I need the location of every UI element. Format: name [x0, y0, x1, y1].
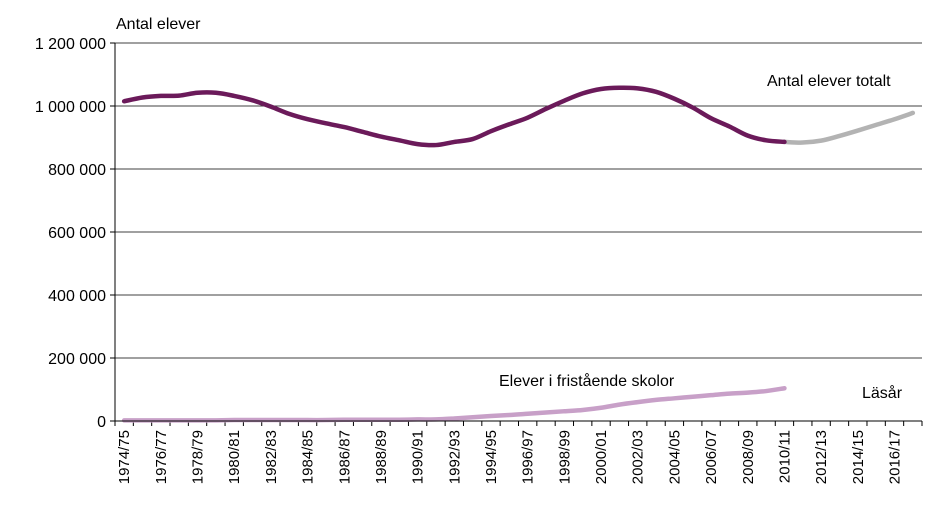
x-tick-label: 1998/99 [556, 430, 573, 484]
x-tick-label: 2014/15 [850, 430, 867, 484]
y-axis-ticks: 0 200 000 400 000 600 000 800 000 1 000 000 1 … [35, 36, 115, 431]
x-tick-label: 1984/85 [300, 430, 317, 484]
y-tick-label: 800 000 [48, 162, 106, 179]
series-line-elever-i-frist-ende-skolor [121, 385, 787, 423]
x-tick-label: 2000/01 [593, 430, 610, 484]
x-tick-label: 1980/81 [226, 430, 243, 484]
x-axis-ticks: 1974/75 1976/77 1978/79 1980/81 1982/83 1984/… [114, 421, 923, 484]
x-tick-label: 1982/83 [263, 430, 280, 484]
x-tick-label: 1992/93 [446, 430, 463, 484]
y-tick-label: 400 000 [48, 288, 106, 305]
x-tick-label: 2008/09 [740, 430, 757, 484]
x-axis-label: Läsår [862, 384, 903, 402]
gridlines [115, 42, 922, 359]
x-tick-label: 2004/05 [666, 430, 683, 484]
x-tick-label: 1988/89 [373, 430, 390, 484]
x-tick-label: 2002/03 [630, 430, 647, 484]
x-tick-label: 2016/17 [886, 430, 903, 484]
x-tick-label: 1986/87 [336, 430, 353, 484]
x-tick-label: 1974/75 [116, 430, 133, 484]
y-tick-label: 600 000 [48, 225, 106, 242]
y-tick-label: 1 200 000 [35, 36, 106, 53]
x-tick-label: 1990/91 [410, 430, 427, 484]
x-tick-label: 1976/77 [153, 430, 170, 484]
annotation-total-students: Antal elever totalt [767, 73, 891, 90]
x-tick-label: 1994/95 [483, 430, 500, 484]
x-tick-label: 1996/97 [520, 430, 537, 484]
series-line-antal-elever-totalt [121, 85, 787, 148]
y-tick-label: 200 000 [48, 351, 106, 368]
x-tick-label: 2012/13 [813, 430, 830, 484]
annotation-independent-schools: Elever i fristående skolor [499, 372, 675, 390]
series-lines [121, 85, 916, 423]
y-tick-label: 1 000 000 [35, 99, 106, 116]
x-tick-label: 1978/79 [190, 430, 207, 484]
series-line-antal-elever-totalt-prognos [782, 110, 916, 145]
y-tick-label: 0 [97, 414, 106, 431]
x-tick-label: 2010/11 [776, 430, 793, 483]
x-tick-label: 2006/07 [703, 430, 720, 484]
y-axis-label: Antal elever [116, 16, 201, 33]
